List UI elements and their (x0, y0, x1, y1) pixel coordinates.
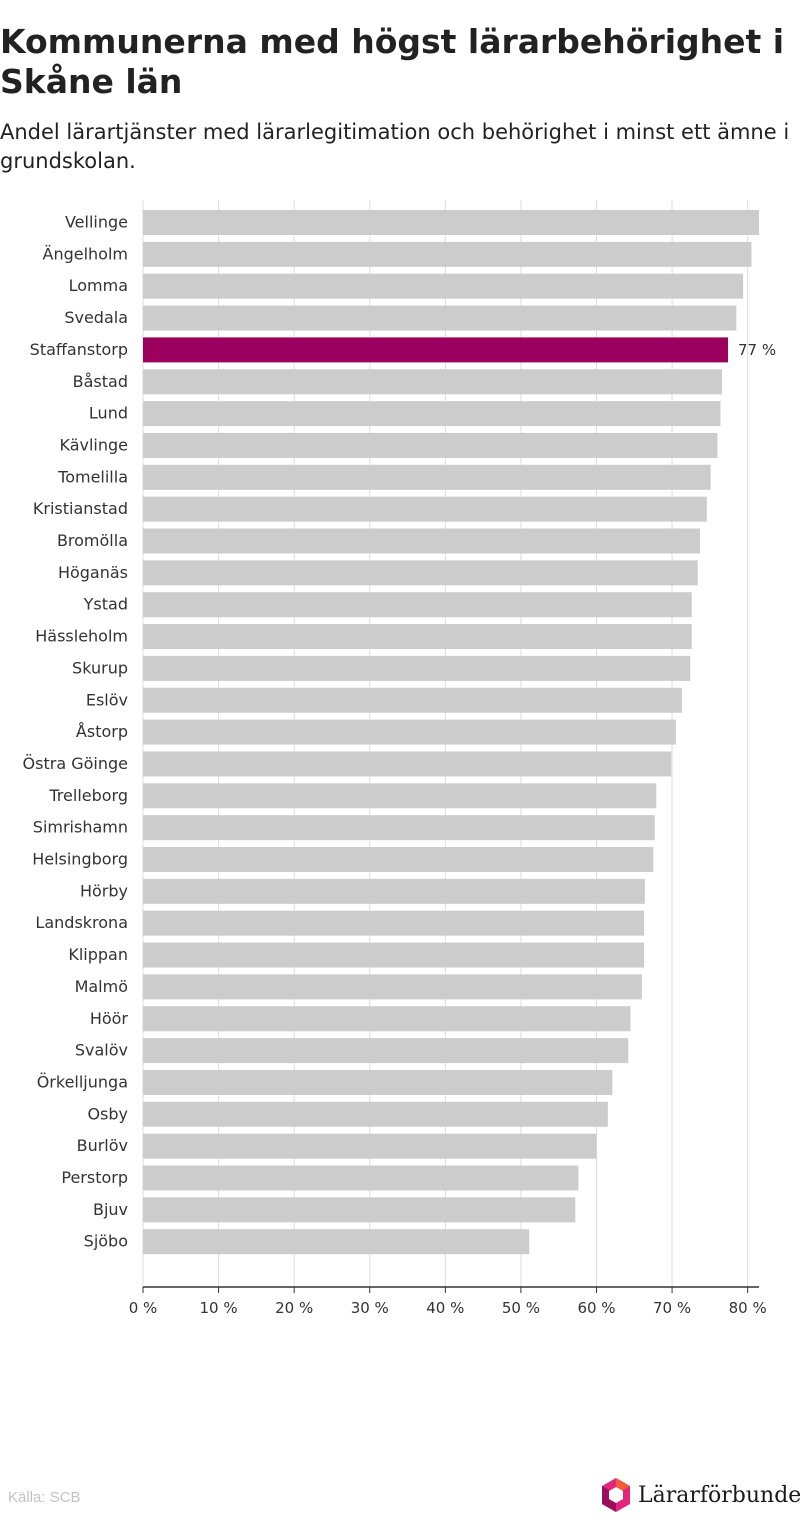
bar (143, 1229, 530, 1255)
chart-title: Kommunerna med högst lärarbehörighet i S… (0, 22, 785, 101)
bar (143, 1101, 608, 1127)
bar (143, 1165, 579, 1191)
x-tick-label: 50 % (502, 1299, 540, 1317)
bar (143, 1006, 631, 1032)
category-label: Åstorp (76, 722, 128, 741)
bar (143, 624, 692, 650)
bar (143, 815, 655, 841)
category-label: Trelleborg (48, 786, 128, 805)
bar-chart: 0 % 10 % 20 % 30 % 40 % 50 % 60 % 70 % 80 % Velli… (23, 200, 776, 1317)
bar (143, 942, 645, 968)
bar (143, 241, 752, 267)
category-label: Båstad (73, 372, 128, 391)
category-label: Vellinge (65, 213, 128, 232)
category-label: Östra Göinge (23, 754, 128, 773)
hexagon-logo-icon (602, 1478, 630, 1512)
category-label: Ystad (83, 595, 128, 614)
category-label: Staffanstorp (30, 340, 128, 359)
bar (143, 210, 759, 235)
x-tick-label: 30 % (351, 1299, 389, 1317)
chart-subtitle: Andel lärartjänster med lärarlegitimatio… (0, 120, 790, 173)
bar (143, 273, 744, 299)
bar (143, 783, 657, 809)
bar (143, 1197, 576, 1223)
category-label: Hörby (80, 881, 128, 900)
bar (143, 847, 654, 872)
bar (143, 464, 711, 490)
x-tick-label: 10 % (200, 1299, 238, 1317)
bar (143, 305, 737, 331)
category-label: Malmö (75, 977, 128, 996)
category-label: Kristianstad (33, 499, 128, 518)
x-tick-label: 20 % (275, 1299, 313, 1317)
category-label: Landskrona (35, 913, 128, 932)
category-label: Skurup (72, 658, 128, 677)
bar (143, 751, 672, 777)
bar (143, 432, 718, 458)
bar (143, 401, 721, 427)
category-label: Lomma (69, 276, 128, 295)
category-label: Kävlinge (59, 435, 128, 454)
source-note: Källa: SCB (8, 1489, 81, 1506)
category-label: Burlöv (77, 1136, 128, 1155)
bar (143, 592, 692, 618)
bar (143, 910, 645, 936)
category-label: Klippan (68, 945, 128, 964)
bar (143, 974, 642, 1000)
brand-name: Lärarförbundet (638, 1482, 800, 1508)
x-tick-label: 60 % (577, 1299, 615, 1317)
category-label: Osby (87, 1104, 128, 1123)
bar (143, 687, 682, 713)
category-label: Helsingborg (32, 850, 128, 869)
category-label: Eslöv (86, 690, 128, 709)
brand-logo: Lärarförbundet (600, 1477, 800, 1513)
bar (143, 369, 722, 395)
bar (143, 1133, 597, 1159)
bar (143, 560, 698, 586)
category-label: Bromölla (57, 531, 128, 550)
bar (143, 337, 729, 363)
category-label: Höör (90, 1009, 129, 1028)
x-tick-label: 70 % (653, 1299, 691, 1317)
bar (143, 655, 691, 681)
bar (143, 528, 701, 554)
bar (143, 719, 676, 745)
x-tick-label: 40 % (426, 1299, 464, 1317)
category-label: Bjuv (93, 1200, 128, 1219)
category-label: Höganäs (58, 563, 128, 582)
bar (143, 878, 645, 904)
category-label: Simrishamn (33, 818, 128, 837)
x-tick-label: 0 % (129, 1299, 158, 1317)
category-label: Svalöv (75, 1041, 128, 1060)
category-label: Svedala (64, 308, 128, 327)
category-label: Sjöbo (84, 1232, 128, 1251)
category-label: Ängelholm (43, 244, 129, 263)
data-label: 77 % (738, 341, 776, 359)
category-label: Lund (89, 404, 128, 423)
bar (143, 496, 707, 522)
bar (143, 1069, 613, 1095)
x-tick-label: 80 % (729, 1299, 767, 1317)
bar (143, 1038, 629, 1064)
category-label: Tomelilla (57, 467, 128, 486)
category-label: Hässleholm (35, 627, 128, 646)
category-label: Perstorp (61, 1168, 128, 1187)
category-label: Örkelljunga (37, 1072, 128, 1091)
